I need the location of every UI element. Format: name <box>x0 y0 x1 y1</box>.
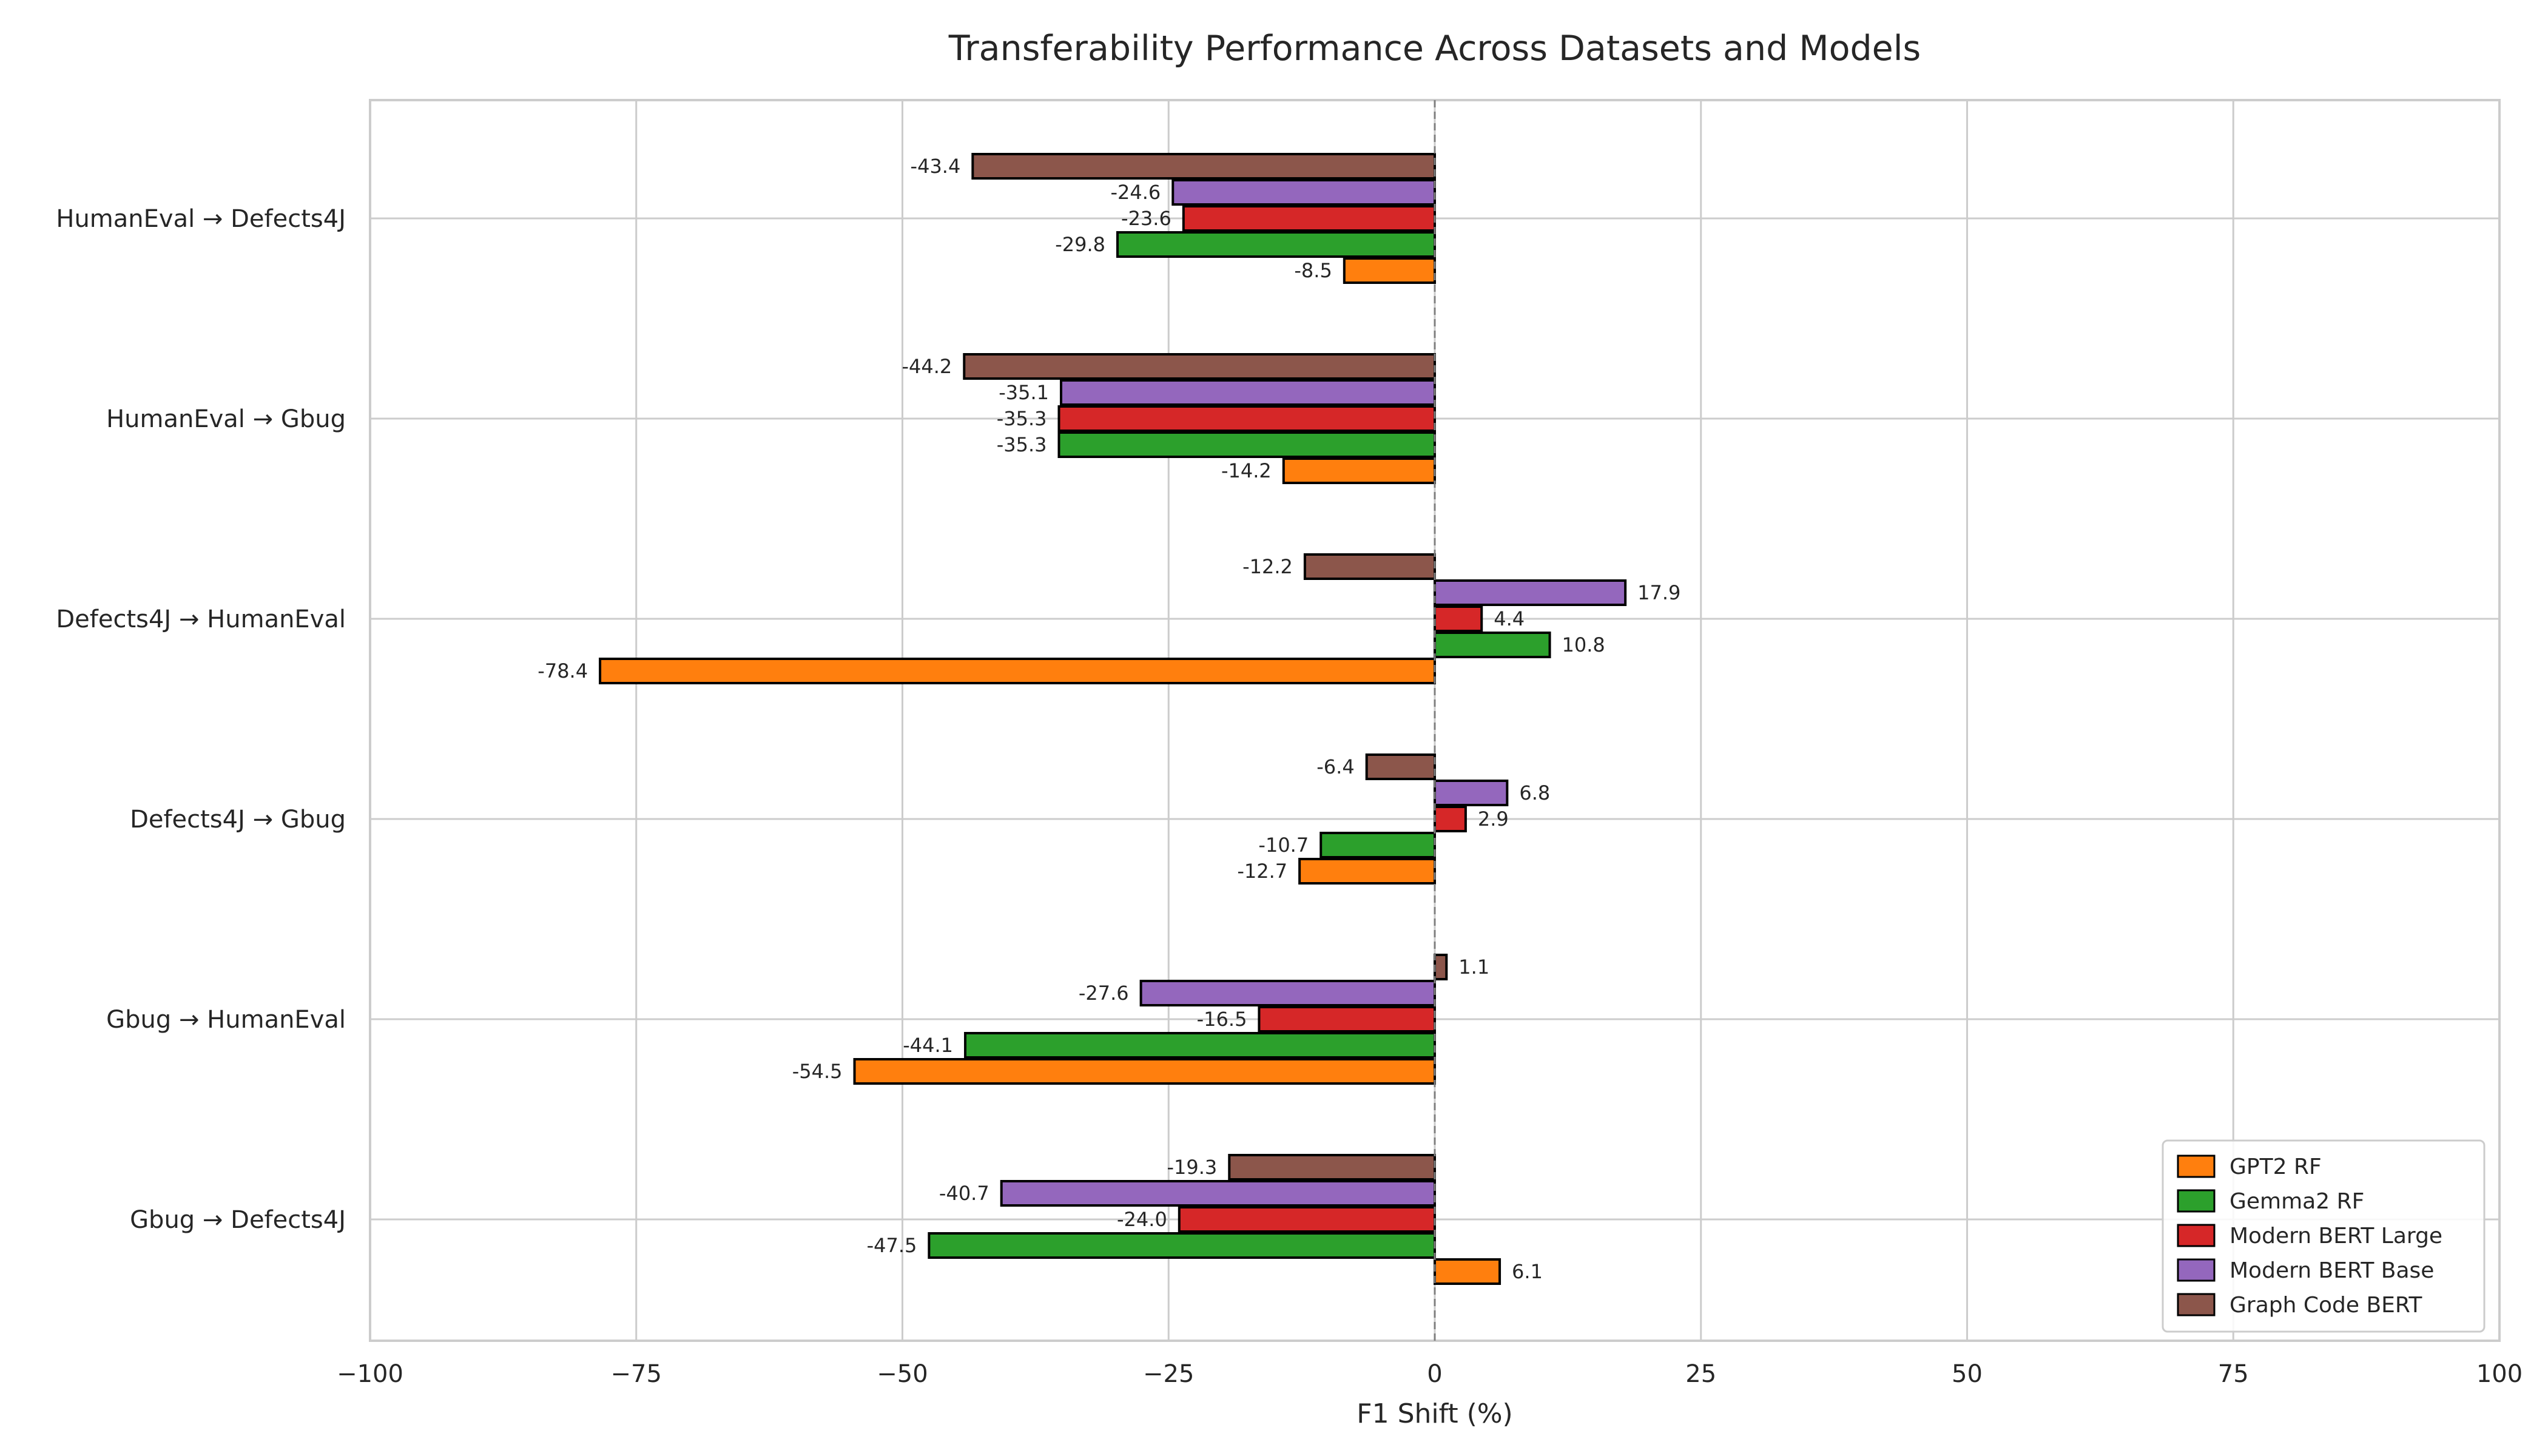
legend-swatch <box>2177 1293 2216 1316</box>
data-label: -43.4 <box>911 155 961 178</box>
bar <box>1139 980 1436 1006</box>
bar <box>963 353 1437 380</box>
bar <box>1171 179 1437 206</box>
bar <box>853 1058 1436 1085</box>
bar <box>1059 379 1436 406</box>
bar <box>1365 753 1436 780</box>
x-tick-label: 75 <box>2218 1360 2249 1388</box>
bar <box>1057 405 1436 432</box>
bar <box>1116 231 1436 258</box>
bar <box>599 658 1437 684</box>
legend-swatch <box>2177 1189 2216 1213</box>
bar <box>1000 1180 1436 1207</box>
legend-swatch <box>2177 1154 2216 1178</box>
data-label: -47.5 <box>867 1234 917 1257</box>
legend-swatch <box>2177 1224 2216 1247</box>
data-label: 4.4 <box>1494 607 1525 630</box>
bar <box>1320 832 1437 858</box>
x-tick-label: −25 <box>1143 1360 1194 1388</box>
data-label: -44.2 <box>902 355 952 378</box>
data-label: 6.8 <box>1519 781 1550 804</box>
data-label: -10.7 <box>1258 834 1309 857</box>
data-label: -35.3 <box>997 407 1047 430</box>
bar <box>1057 431 1436 458</box>
data-label: -44.1 <box>903 1034 953 1057</box>
x-tick-label: −75 <box>611 1360 662 1388</box>
y-tick-label: Gbug → Defects4J <box>130 1206 346 1234</box>
x-tick-label: 50 <box>1952 1360 1983 1388</box>
bar <box>1434 954 1448 980</box>
bar <box>1258 1006 1437 1033</box>
legend-label: Graph Code BERT <box>2230 1293 2422 1318</box>
x-tick-label: 25 <box>1685 1360 1716 1388</box>
chart-title: Transferability Performance Across Datas… <box>948 29 1921 69</box>
data-label: -12.2 <box>1242 555 1293 578</box>
data-label: -12.7 <box>1237 860 1287 883</box>
bar <box>1434 780 1509 806</box>
data-label: 10.8 <box>1562 633 1605 656</box>
x-tick-label: −50 <box>877 1360 928 1388</box>
bar <box>1178 1206 1437 1233</box>
bar <box>1434 632 1551 658</box>
data-label: -23.6 <box>1121 207 1171 230</box>
data-label: 17.9 <box>1637 581 1680 604</box>
legend-label: Modern BERT Base <box>2230 1258 2434 1283</box>
data-label: -27.6 <box>1079 982 1129 1005</box>
bar <box>1303 553 1436 580</box>
x-tick-label: 0 <box>1427 1360 1442 1388</box>
data-label: -6.4 <box>1316 755 1354 778</box>
bar <box>1434 605 1483 632</box>
data-label: -35.3 <box>997 433 1047 456</box>
data-label: -54.5 <box>792 1060 843 1083</box>
data-label: 1.1 <box>1458 956 1489 979</box>
y-tick-label: HumanEval → Gbug <box>106 405 346 433</box>
x-tick-label: −100 <box>337 1360 403 1388</box>
legend: GPT2 RF Gemma2 RF Modern BERT Large Modern … <box>2162 1139 2486 1333</box>
bar <box>1434 1258 1502 1285</box>
y-tick-label: HumanEval → Defects4J <box>56 205 346 233</box>
bar <box>1282 457 1437 484</box>
bar <box>928 1232 1436 1259</box>
y-tick-label: Defects4J → Gbug <box>130 806 346 834</box>
data-label: -8.5 <box>1294 259 1332 282</box>
data-label: -14.2 <box>1221 459 1272 482</box>
data-label: -16.5 <box>1197 1008 1247 1031</box>
x-tick-label: 100 <box>2476 1360 2523 1388</box>
bar <box>1434 579 1627 606</box>
y-tick-label: Gbug → HumanEval <box>106 1006 346 1034</box>
bar <box>1343 257 1436 284</box>
legend-swatch <box>2177 1258 2216 1282</box>
data-label: 2.9 <box>1478 807 1509 831</box>
data-label: -24.6 <box>1110 181 1161 204</box>
data-label: 6.1 <box>1512 1260 1543 1283</box>
y-tick-label: Defects4J → HumanEval <box>56 605 346 633</box>
x-axis-label: F1 Shift (%) <box>1357 1398 1512 1429</box>
data-label: -19.3 <box>1167 1156 1217 1179</box>
bar <box>1298 858 1436 885</box>
legend-label: GPT2 RF <box>2230 1154 2322 1179</box>
data-label: -40.7 <box>939 1182 989 1205</box>
bar <box>1182 205 1436 232</box>
legend-frame <box>2162 1139 2486 1333</box>
bar <box>1228 1154 1437 1181</box>
legend-label: Gemma2 RF <box>2230 1189 2364 1214</box>
data-label: -35.1 <box>999 381 1049 404</box>
bar <box>1434 806 1467 832</box>
data-label: -24.0 <box>1117 1208 1167 1231</box>
legend-label: Modern BERT Large <box>2230 1224 2442 1249</box>
plot-area: −100 −75 −50 −25 0 25 50 75 100 HumanEval → Defec… <box>56 99 2523 1388</box>
data-label: -78.4 <box>538 659 588 682</box>
data-label: -29.8 <box>1055 233 1105 256</box>
bar <box>964 1032 1437 1059</box>
bar <box>971 153 1436 180</box>
